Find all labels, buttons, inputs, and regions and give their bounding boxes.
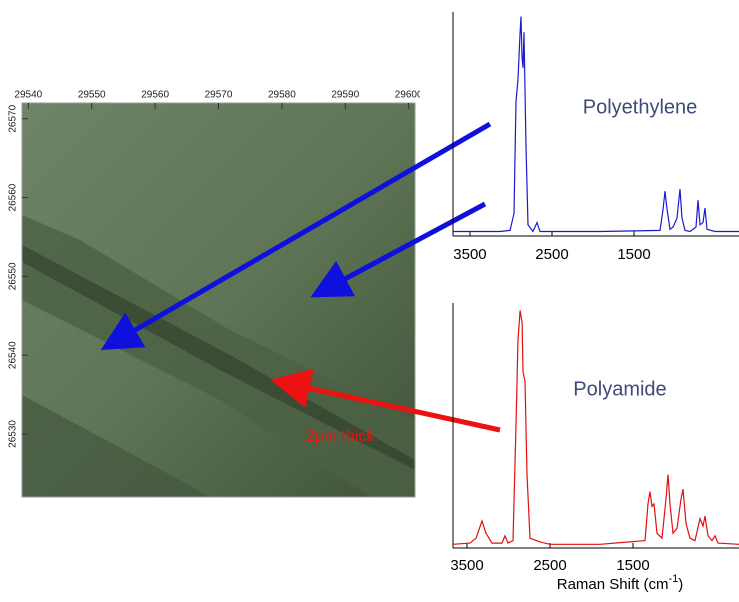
fiber-edge bbox=[22, 245, 415, 470]
micrograph bbox=[21, 102, 416, 498]
arrows bbox=[100, 121, 501, 433]
x-axis-label-part: Raman Shift (cm bbox=[557, 576, 669, 593]
y-tick-label: 26570 bbox=[8, 104, 19, 132]
x-tick-label: 3500 bbox=[450, 557, 483, 574]
annotation: Polyamide bbox=[573, 378, 666, 400]
spectrum-line bbox=[452, 310, 739, 545]
x-tick-label: 2500 bbox=[535, 246, 568, 263]
x-axis-label-part: ) bbox=[678, 576, 683, 593]
arrow bbox=[270, 368, 501, 433]
y-tick-label: 26530 bbox=[8, 420, 19, 448]
arrow bbox=[100, 121, 492, 351]
y-tick-label: 26560 bbox=[8, 183, 19, 211]
y-tick-label: 26540 bbox=[8, 341, 19, 369]
image-axes: 29540 29550 29560 29570 29580 29590 29600 bbox=[14, 90, 423, 109]
spectrum-line bbox=[453, 16, 739, 233]
x-tick-label: 29550 bbox=[78, 90, 106, 101]
x-tick-label: 29590 bbox=[331, 90, 359, 101]
x-tick-label: 1500 bbox=[617, 246, 650, 263]
y-tick-label: 26550 bbox=[8, 262, 19, 290]
x-tick-label: 29570 bbox=[205, 90, 233, 101]
x-tick-label: 1500 bbox=[616, 557, 649, 574]
x-tick-label: 2500 bbox=[533, 557, 566, 574]
x-axis-label: Raman Shift (cm-1) bbox=[557, 573, 683, 593]
x-tick-label: 29560 bbox=[141, 90, 169, 101]
x-tick-label: 29600 bbox=[395, 90, 423, 101]
x-axis-label-part: -1 bbox=[668, 573, 678, 585]
x-tick-label: 3500 bbox=[453, 246, 486, 263]
x-tick-label: 29540 bbox=[14, 90, 42, 101]
arrow bbox=[310, 201, 487, 298]
annotation: Polyethylene bbox=[583, 96, 698, 118]
fiber-lower bbox=[22, 395, 210, 497]
x-tick-label: 29580 bbox=[268, 90, 296, 101]
annotation: 2μm thick bbox=[306, 428, 376, 445]
